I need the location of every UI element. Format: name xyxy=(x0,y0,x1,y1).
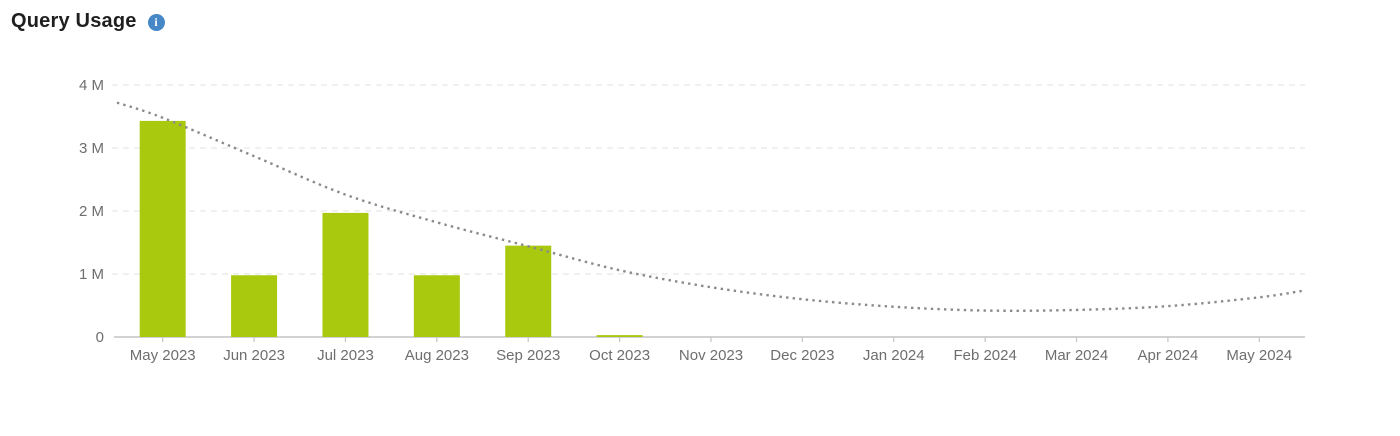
y-axis-label: 4 M xyxy=(79,77,104,94)
x-axis-label: Sep 2023 xyxy=(496,347,560,364)
x-axis-label: May 2023 xyxy=(130,347,196,364)
bar-oct-2023[interactable] xyxy=(596,335,643,337)
bar-may-2023[interactable] xyxy=(139,120,186,337)
y-axis-label: 3 M xyxy=(79,140,104,157)
info-icon[interactable]: i xyxy=(147,14,165,31)
y-axis-label: 2 M xyxy=(79,203,104,220)
x-axis-label: Oct 2023 xyxy=(589,347,650,364)
x-axis-label: Jun 2023 xyxy=(223,347,285,364)
bar-aug-2023[interactable] xyxy=(413,275,460,337)
x-axis-label: Jul 2023 xyxy=(317,347,374,364)
y-axis-label: 1 M xyxy=(79,266,104,283)
x-axis-label: Feb 2024 xyxy=(953,347,1016,364)
bar-sep-2023[interactable] xyxy=(505,245,552,337)
y-axis-label: 0 xyxy=(96,329,104,346)
x-axis-label: Aug 2023 xyxy=(405,347,469,364)
x-axis-label: Apr 2024 xyxy=(1137,347,1198,364)
bar-jul-2023[interactable] xyxy=(322,212,369,337)
trend-line xyxy=(116,101,1306,312)
x-axis-label: Jan 2024 xyxy=(863,347,925,364)
page-title: Query Usage xyxy=(11,10,137,32)
chart-header: Query Usage i xyxy=(11,10,165,33)
x-axis-label: May 2024 xyxy=(1226,347,1292,364)
bar-jun-2023[interactable] xyxy=(231,275,278,337)
x-axis-label: Dec 2023 xyxy=(770,347,834,364)
x-axis-label: Nov 2023 xyxy=(679,347,743,364)
x-axis-label: Mar 2024 xyxy=(1045,347,1108,364)
